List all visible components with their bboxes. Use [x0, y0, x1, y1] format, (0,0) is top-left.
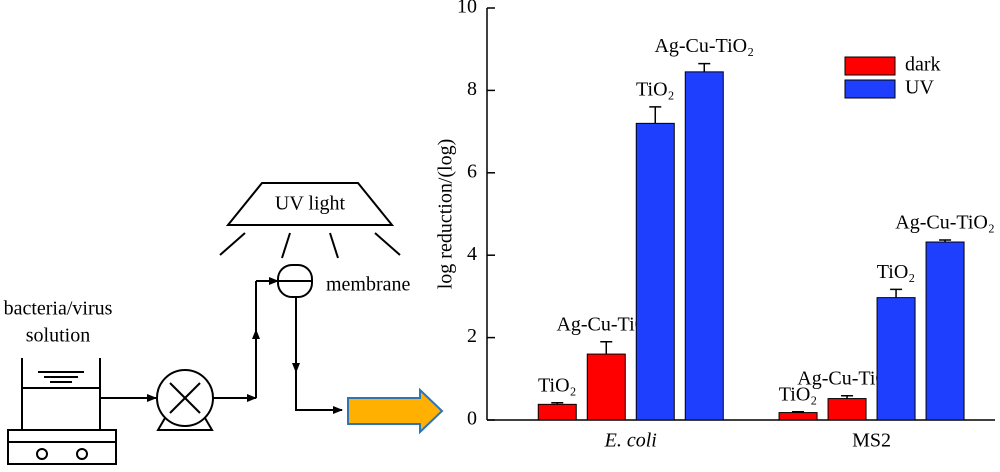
- bar: [684, 71, 724, 421]
- bar: [537, 403, 577, 421]
- error-bar: [600, 340, 613, 355]
- y-tick-label: 10: [457, 0, 477, 18]
- y-tick-label: 8: [467, 78, 477, 100]
- process-diagram: UV light membrane bacteria/virus solutio…: [4, 182, 444, 465]
- error-bar: [698, 62, 711, 72]
- pipe: [295, 297, 340, 411]
- y-tick-label: 6: [467, 160, 477, 182]
- x-tick-label: E. coli: [604, 430, 657, 452]
- bar: [778, 412, 818, 421]
- bar-label: TiO₂: [636, 78, 675, 100]
- stirrer-top: [7, 429, 117, 443]
- pump-cross: [169, 382, 201, 414]
- bar-label: TiO₂: [877, 261, 916, 283]
- bar: [586, 353, 626, 421]
- output-arrow: [347, 387, 444, 435]
- uv-rays: [219, 232, 401, 259]
- knob: [76, 448, 88, 460]
- legend-label: UV: [905, 77, 934, 99]
- beaker: [21, 358, 101, 431]
- knob: [36, 448, 48, 460]
- bar: [635, 122, 675, 421]
- y-tick-label: 4: [467, 243, 477, 265]
- legend-label: dark: [905, 54, 941, 76]
- y-axis-label: log reduction/(log): [435, 139, 457, 290]
- y-tick-label: 0: [467, 408, 477, 430]
- bar: [827, 398, 867, 421]
- lamp-label: UV light: [275, 193, 346, 215]
- bar-label: Ag-Cu-TiO₂: [895, 212, 995, 234]
- bar-label: Ag-Cu-TiO₂: [654, 35, 754, 57]
- bar-label: TiO₂: [538, 374, 577, 396]
- legend-swatch: [844, 56, 896, 76]
- error-bar: [939, 239, 952, 243]
- legend-swatch: [844, 79, 896, 99]
- bar: [876, 297, 916, 421]
- source-label: solution: [26, 325, 90, 347]
- uv-lamp: [225, 182, 395, 226]
- liquid-lines: [38, 371, 84, 383]
- error-bar: [649, 106, 662, 124]
- bar-label: Ag-Cu-TiO₂: [797, 367, 897, 389]
- error-bar: [841, 394, 854, 399]
- error-bar: [890, 288, 903, 298]
- bar-label: TiO₂: [779, 383, 818, 405]
- stirrer-base: [7, 441, 117, 465]
- x-tick-label: MS2: [852, 430, 891, 452]
- pump-stand: [156, 417, 214, 431]
- y-tick-label: 2: [467, 325, 477, 347]
- error-bar: [792, 411, 805, 413]
- source-label: bacteria/virus: [4, 298, 113, 320]
- membrane-label: membrane: [326, 274, 411, 296]
- bar-label: Ag-Cu-TiO₂: [556, 313, 656, 335]
- bar: [925, 241, 965, 421]
- error-bar: [551, 401, 564, 405]
